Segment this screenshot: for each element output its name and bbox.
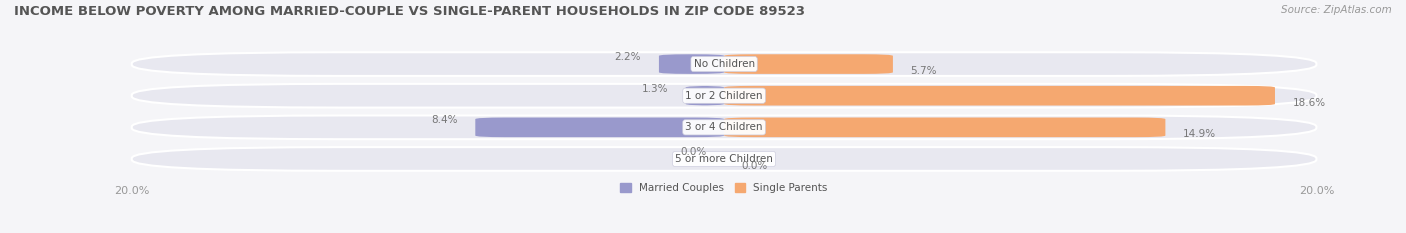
FancyBboxPatch shape — [475, 117, 724, 137]
Text: 18.6%: 18.6% — [1292, 98, 1326, 108]
Text: 2.2%: 2.2% — [614, 52, 641, 62]
Text: 3 or 4 Children: 3 or 4 Children — [685, 122, 763, 132]
FancyBboxPatch shape — [132, 84, 1316, 108]
FancyBboxPatch shape — [132, 52, 1316, 76]
Text: 5.7%: 5.7% — [911, 66, 938, 76]
Text: 0.0%: 0.0% — [681, 147, 706, 157]
FancyBboxPatch shape — [132, 147, 1316, 171]
Text: 14.9%: 14.9% — [1184, 129, 1216, 139]
Text: INCOME BELOW POVERTY AMONG MARRIED-COUPLE VS SINGLE-PARENT HOUSEHOLDS IN ZIP COD: INCOME BELOW POVERTY AMONG MARRIED-COUPL… — [14, 5, 806, 18]
Legend: Married Couples, Single Parents: Married Couples, Single Parents — [620, 183, 828, 193]
FancyBboxPatch shape — [132, 116, 1316, 139]
FancyBboxPatch shape — [724, 54, 893, 74]
Text: 0.0%: 0.0% — [742, 161, 768, 171]
Text: 1 or 2 Children: 1 or 2 Children — [685, 91, 763, 101]
Text: Source: ZipAtlas.com: Source: ZipAtlas.com — [1281, 5, 1392, 15]
FancyBboxPatch shape — [724, 86, 1275, 106]
Text: 1.3%: 1.3% — [641, 84, 668, 94]
Text: 8.4%: 8.4% — [432, 116, 457, 126]
FancyBboxPatch shape — [659, 54, 724, 74]
Text: No Children: No Children — [693, 59, 755, 69]
FancyBboxPatch shape — [686, 86, 724, 106]
FancyBboxPatch shape — [724, 117, 1166, 137]
Text: 5 or more Children: 5 or more Children — [675, 154, 773, 164]
